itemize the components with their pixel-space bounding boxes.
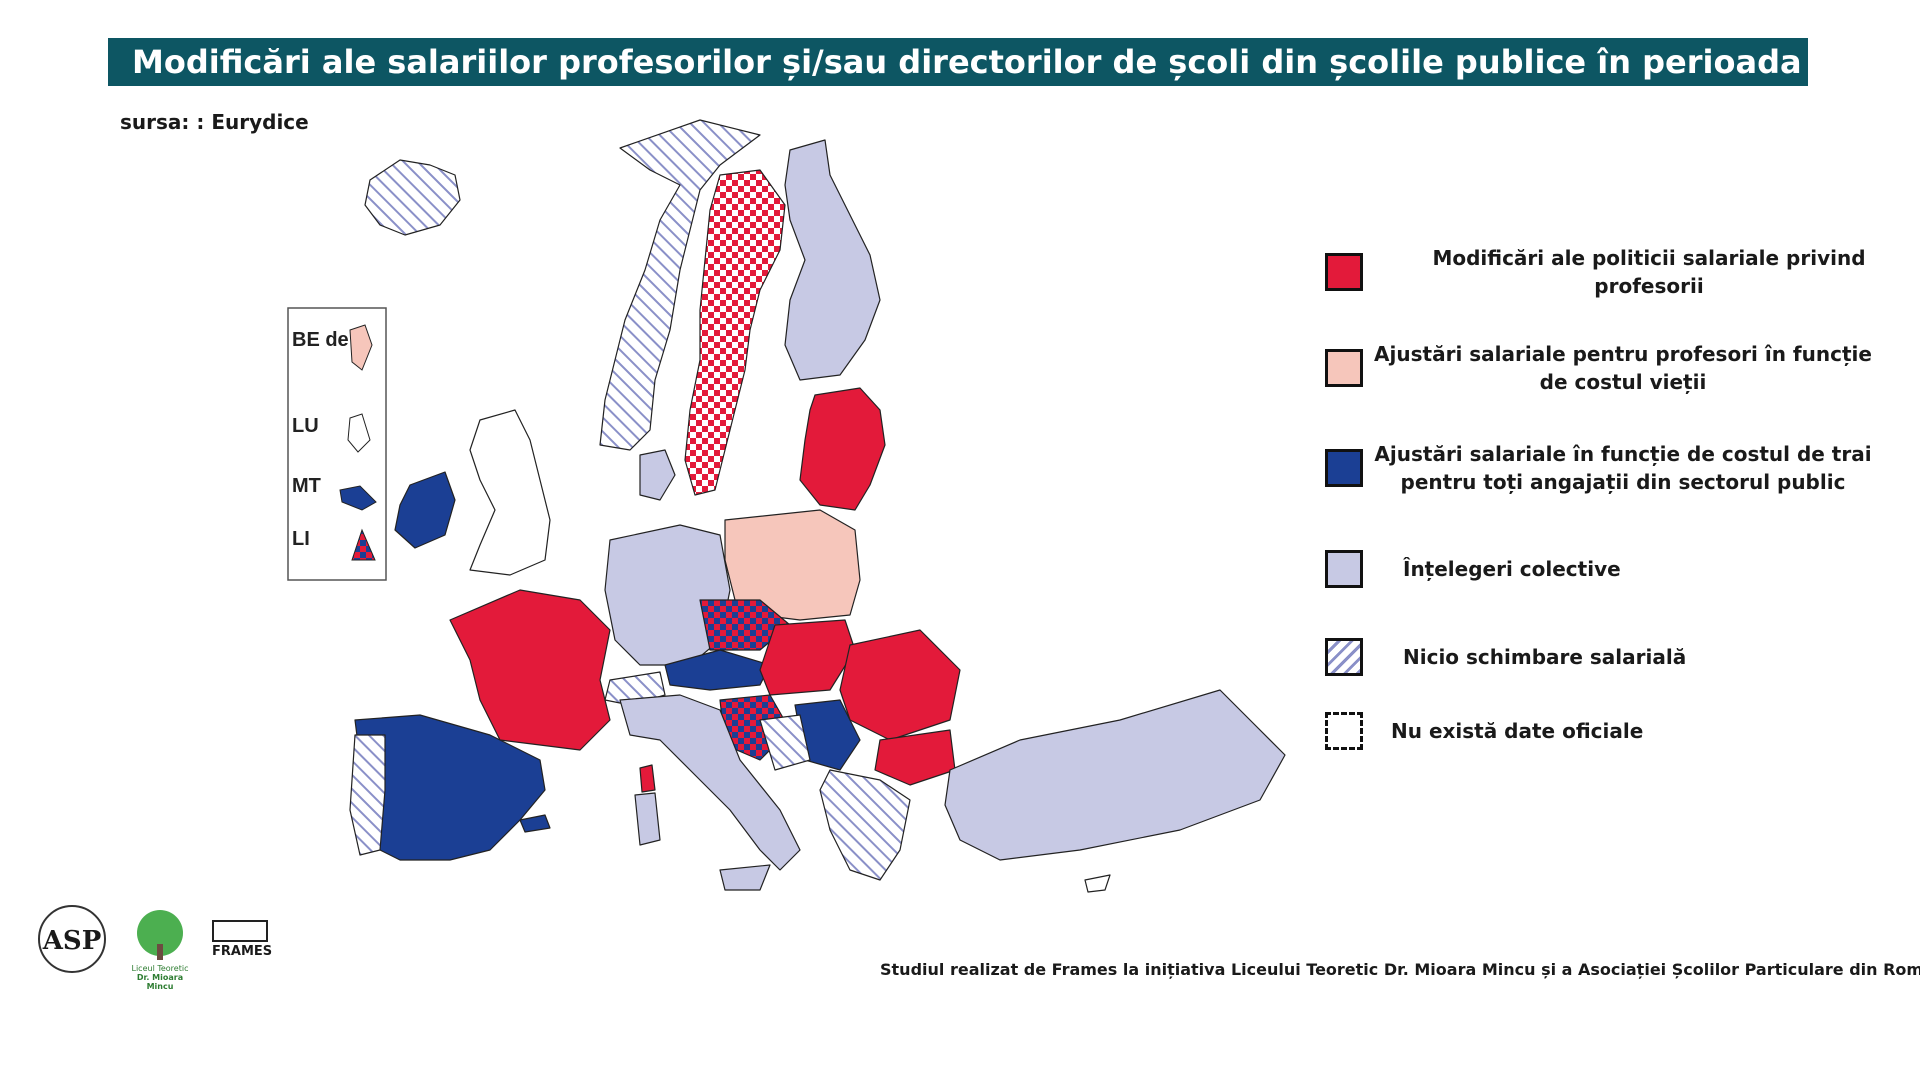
- region-austria: [664, 649, 771, 691]
- inset-shape-mt: [339, 485, 377, 511]
- legend-swatch: [1325, 712, 1363, 750]
- region-sweden: [684, 169, 786, 496]
- region-iceland: [364, 159, 461, 236]
- region-poland: [724, 509, 861, 621]
- region-france: [449, 589, 611, 751]
- region-sardinia: [634, 792, 661, 846]
- liceu-logo-line2: Dr. Mioara Mincu: [136, 973, 184, 991]
- legend-item-teacher-policy: Modificări ale politicii salariale privi…: [1325, 244, 1915, 300]
- region-cyprus: [1084, 874, 1111, 893]
- legend-label: Ajustări salariale în funcție de costul …: [1374, 442, 1872, 494]
- legend-item-no-data: Nu există date oficiale: [1325, 712, 1643, 750]
- legend-label: Nu există date oficiale: [1391, 719, 1644, 743]
- region-baltics: [799, 387, 886, 511]
- region-sicily: [719, 864, 771, 891]
- liceu-logo-line1: Liceul Teoretic: [131, 964, 189, 973]
- inset-label-lu: LU: [292, 415, 319, 437]
- legend-swatch: [1325, 253, 1363, 291]
- liceu-logo: Liceul Teoretic Dr. Mioara Mincu: [124, 910, 196, 991]
- region-uk: [469, 409, 551, 576]
- source-text: sursa: : Eurydice: [120, 110, 309, 134]
- inset-label-be: BE de: [292, 329, 349, 351]
- region-italy: [619, 694, 801, 871]
- legend-swatch: [1325, 638, 1363, 676]
- inset-label-mt: MT: [292, 475, 321, 497]
- inset-shape-lu: [347, 413, 371, 453]
- legend-label: Înțelegeri colective: [1403, 557, 1621, 581]
- legend-swatch: [1325, 349, 1363, 387]
- frames-icon: [212, 920, 268, 942]
- legend-label: Ajustări salariale pentru profesori în f…: [1374, 342, 1872, 394]
- inset-label-li: LI: [292, 528, 310, 550]
- inset-shape-li: [351, 528, 376, 561]
- region-greece: [819, 769, 911, 881]
- legend-swatch: [1325, 449, 1363, 487]
- region-corsica: [639, 764, 656, 793]
- tree-icon: [137, 910, 183, 960]
- region-balearic: [519, 814, 551, 833]
- frames-logo: FRAMES: [212, 920, 272, 959]
- asp-logo: ASP: [38, 905, 106, 973]
- legend-item-collective: Înțelegeri colective: [1325, 550, 1621, 588]
- legend-label: Nicio schimbare salarială: [1403, 645, 1687, 669]
- frames-logo-text: FRAMES: [212, 944, 273, 959]
- region-finland: [784, 139, 881, 381]
- region-portugal: [349, 734, 386, 856]
- legend-item-cost-of-living-teachers: Ajustări salariale pentru profesori în f…: [1325, 340, 1883, 396]
- legend-swatch: [1325, 550, 1363, 588]
- region-ireland: [394, 471, 456, 549]
- region-hungary: [759, 619, 856, 696]
- footer-credit: Studiul realizat de Frames la inițiativa…: [880, 960, 1920, 979]
- inset-shape-be: [349, 324, 373, 371]
- region-bosnia: [759, 714, 811, 771]
- legend-item-cost-of-living-public: Ajustări salariale în funcție de costul …: [1325, 440, 1883, 496]
- region-germany: [604, 524, 731, 666]
- legend-label: Modificări ale politicii salariale privi…: [1432, 246, 1866, 298]
- inset-box: [287, 307, 387, 581]
- region-norway: [599, 119, 761, 451]
- legend-item-no-change: Nicio schimbare salarială: [1325, 638, 1686, 676]
- region-denmark: [639, 449, 676, 501]
- page-title: Modificări ale salariilor profesorilor ș…: [108, 38, 1920, 86]
- region-turkey: [944, 689, 1286, 861]
- region-bulgaria: [874, 729, 956, 786]
- region-romania: [839, 629, 961, 741]
